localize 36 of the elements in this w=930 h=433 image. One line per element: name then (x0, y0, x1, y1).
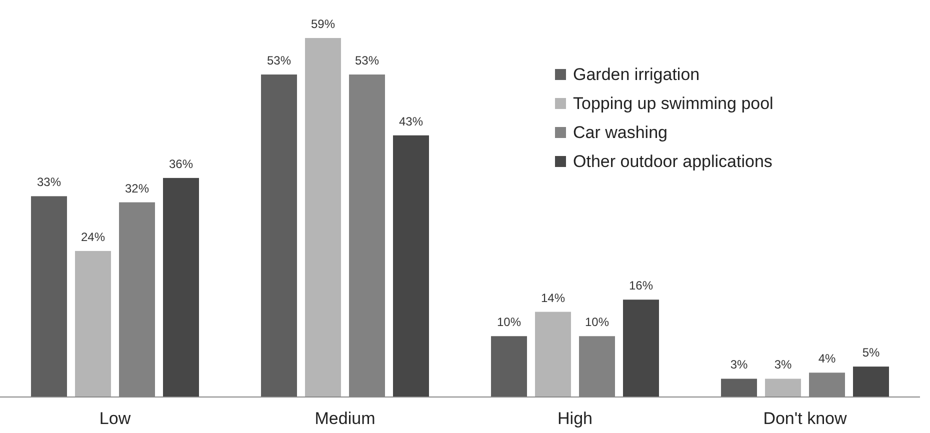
x-tick-label: Don't know (763, 409, 848, 428)
data-label: 43% (398, 114, 424, 128)
bar (393, 135, 429, 397)
bar (491, 336, 527, 397)
x-tick-label: High (558, 409, 592, 428)
bar (163, 178, 199, 397)
data-label: 16% (628, 278, 654, 293)
data-label: 53% (266, 54, 292, 68)
bar (261, 74, 297, 397)
data-label: 53% (354, 54, 380, 68)
data-label: 14% (540, 290, 566, 305)
bar (31, 196, 67, 397)
bar (721, 378, 757, 397)
data-label: 59% (310, 17, 336, 31)
data-label: 3% (774, 358, 792, 372)
legend-label: Other outdoor applications (573, 152, 772, 171)
bar (853, 366, 889, 397)
data-label: 5% (862, 346, 880, 360)
legend-label: Topping up swimming pool (573, 94, 774, 113)
legend-label: Car washing (573, 123, 668, 142)
data-label: 32% (124, 181, 150, 196)
data-label: 3% (730, 358, 748, 372)
bar (305, 38, 341, 397)
data-label: 4% (818, 352, 836, 366)
legend-label: Garden irrigation (573, 65, 700, 84)
data-label: 24% (80, 230, 106, 244)
x-tick-label: Low (99, 409, 132, 428)
x-tick-label: Medium (314, 409, 376, 428)
bar (623, 300, 659, 397)
bar (765, 378, 801, 397)
bar (75, 250, 111, 397)
data-label: 36% (168, 156, 194, 171)
data-label: 10% (496, 315, 522, 330)
data-label: 33% (36, 175, 62, 190)
bar (535, 312, 571, 397)
data-label: 10% (584, 315, 610, 330)
